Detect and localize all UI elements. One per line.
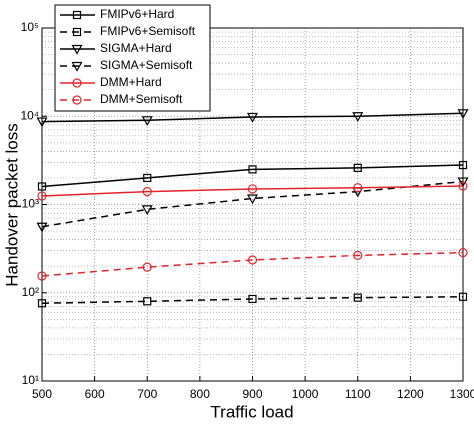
marker xyxy=(353,163,362,172)
marker xyxy=(36,222,48,233)
series-line xyxy=(41,112,464,123)
x-tick-label: 800 xyxy=(190,387,210,401)
y-tick-label: 10⁵ xyxy=(21,20,39,34)
marker xyxy=(352,112,364,122)
legend-label: DMM+Semisoft xyxy=(100,92,183,106)
marker xyxy=(37,271,47,281)
x-tick-label: 1000 xyxy=(292,387,319,401)
series-line xyxy=(41,185,464,197)
legend-label: FMIPv6+Hard xyxy=(100,7,174,21)
marker xyxy=(72,27,82,37)
x-tick-label: 600 xyxy=(85,387,105,401)
series-line xyxy=(41,164,464,188)
y-tick-label: 10¹ xyxy=(22,373,39,387)
marker xyxy=(353,293,362,302)
legend-label: SIGMA+Semisoft xyxy=(100,58,193,72)
legend-label: SIGMA+Hard xyxy=(100,41,172,55)
marker xyxy=(142,187,152,197)
marker xyxy=(246,194,259,205)
marker xyxy=(141,116,153,127)
legend-label: DMM+Hard xyxy=(100,75,162,89)
marker xyxy=(37,182,47,191)
marker xyxy=(353,250,363,260)
y-tick-label: 10⁴ xyxy=(20,108,39,122)
marker xyxy=(143,297,152,306)
plot-frame xyxy=(41,27,464,382)
x-tick-label: 1300 xyxy=(450,387,474,401)
x-tick-label: 900 xyxy=(242,387,262,401)
series-line xyxy=(41,180,464,228)
marker xyxy=(458,181,468,191)
marker xyxy=(142,262,152,272)
marker xyxy=(353,183,363,193)
marker xyxy=(71,61,83,72)
y-tick-label: 10² xyxy=(22,285,39,299)
marker xyxy=(247,184,258,194)
marker xyxy=(141,205,153,216)
marker xyxy=(143,173,152,183)
legend-label: FMIPv6+Semisoft xyxy=(100,24,196,38)
marker xyxy=(72,78,82,88)
marker xyxy=(37,191,47,201)
marker xyxy=(72,10,82,20)
legend-box xyxy=(54,4,211,112)
y-tick-label: 10³ xyxy=(22,197,39,211)
x-tick-label: 500 xyxy=(32,387,52,401)
x-tick-label: 700 xyxy=(137,387,157,401)
x-tick-label: 1200 xyxy=(397,387,424,401)
legend: FMIPv6+Hard FMIPv6+Semisoft SIGMA+Hard SIGM… xyxy=(54,4,211,112)
marker xyxy=(37,299,47,308)
series-line xyxy=(41,251,464,277)
x-tick-label: 1100 xyxy=(345,387,371,401)
marker xyxy=(458,292,468,301)
marker xyxy=(248,165,257,174)
marker xyxy=(458,160,468,170)
marker xyxy=(72,95,82,105)
marker xyxy=(248,294,257,304)
marker xyxy=(457,109,469,120)
marker xyxy=(246,112,259,123)
series-line xyxy=(41,296,464,305)
marker xyxy=(36,117,48,128)
x-axis-title: Traffic load xyxy=(210,402,293,421)
marker xyxy=(71,44,83,55)
y-axis-title: Handover packet loss xyxy=(2,123,21,286)
marker xyxy=(247,255,258,265)
marker xyxy=(458,248,468,258)
